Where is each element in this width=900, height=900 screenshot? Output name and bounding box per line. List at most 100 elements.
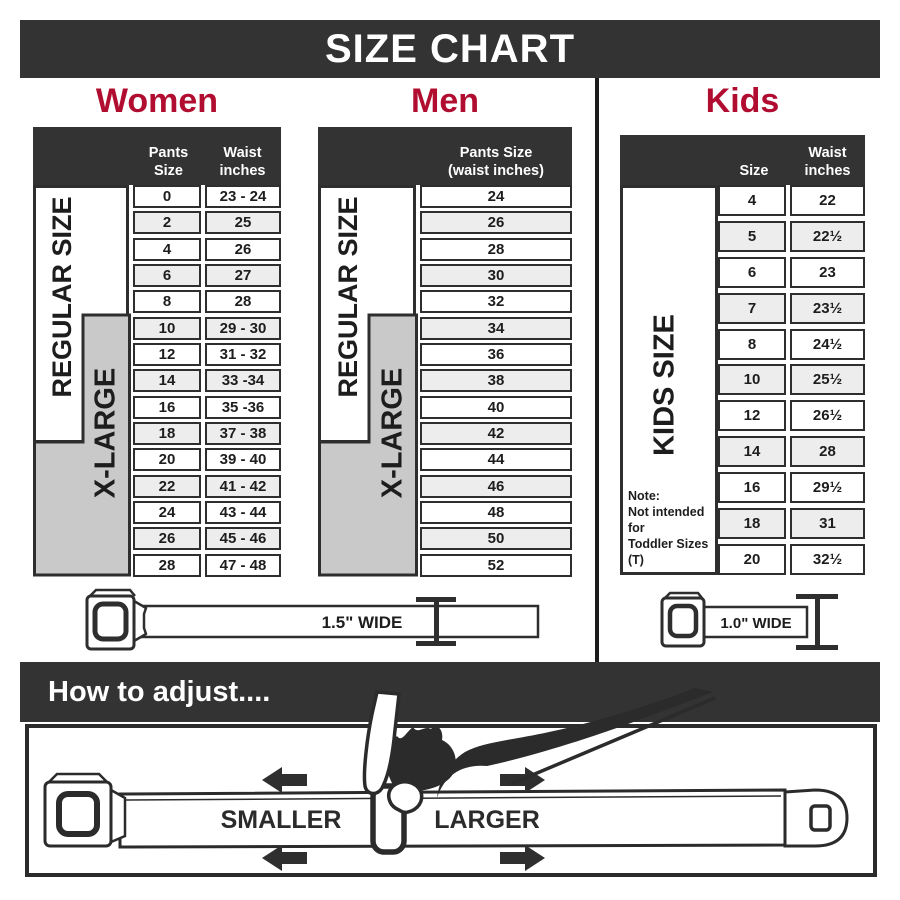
table-row: 6 27 bbox=[133, 264, 281, 288]
table-row: 50 bbox=[420, 527, 572, 551]
kids-belt-width-label: 1.0" WIDE bbox=[720, 615, 791, 632]
table-cell: 12 bbox=[133, 343, 201, 367]
table-cell: 14 bbox=[133, 369, 201, 393]
table-row: 20 32½ bbox=[718, 543, 865, 575]
table-row: 4 26 bbox=[133, 237, 281, 261]
table-cell: 22½ bbox=[790, 220, 865, 252]
table-cell: 20 bbox=[718, 543, 786, 575]
women-size-table: Pants Size Waist inches REGULAR SIZE X-L… bbox=[33, 127, 281, 577]
table-cell: 8 bbox=[133, 290, 201, 314]
table-row: 36 bbox=[420, 343, 572, 367]
section-divider bbox=[595, 78, 599, 662]
curled-fingers bbox=[386, 726, 456, 792]
table-cell: 24 bbox=[420, 185, 572, 208]
belt-tip-slot bbox=[809, 804, 832, 832]
table-row: 24 43 - 44 bbox=[133, 501, 281, 525]
table-cell: 5 bbox=[718, 220, 786, 252]
table-cell: 14 bbox=[718, 436, 786, 468]
arrow-right-icon bbox=[500, 845, 545, 871]
men-table-body: 24 26 28 30 32 34 36 38 40 42 44 46 48 50 52 bbox=[420, 185, 572, 577]
adult-belt-buckle bbox=[85, 588, 148, 651]
table-cell: 38 bbox=[420, 369, 572, 393]
kids-col2-header: Waist inches bbox=[804, 145, 851, 179]
how-to-adjust-illustration: SMALLER LARGER bbox=[43, 688, 849, 871]
kids-size-table: Size Waist inches KIDS SIZE Note: Not in… bbox=[620, 135, 865, 575]
table-cell: 6 bbox=[133, 264, 201, 288]
women-size-group-gutter: REGULAR SIZE X-LARGE bbox=[33, 185, 133, 577]
table-row: 18 37 - 38 bbox=[133, 422, 281, 446]
x-large-label: X-LARGE bbox=[377, 368, 409, 499]
larger-label: LARGER bbox=[434, 806, 540, 834]
kids-col1-header: Size bbox=[739, 162, 769, 179]
men-col-header: Pants Size (waist inches) bbox=[448, 145, 544, 179]
table-row: 14 33 -34 bbox=[133, 369, 281, 393]
table-cell: 25½ bbox=[790, 364, 865, 396]
table-cell: 36 bbox=[420, 343, 572, 367]
table-row: 16 35 -36 bbox=[133, 395, 281, 419]
thumb bbox=[387, 780, 424, 815]
women-table-body: 0 23 - 24 2 25 4 26 6 27 8 28 10 29 - 30 12 31 - 32 14… bbox=[133, 185, 281, 577]
table-cell: 18 bbox=[718, 508, 786, 540]
kids-heading: Kids bbox=[705, 82, 780, 120]
table-cell: 28 bbox=[420, 237, 572, 261]
table-row: 24 bbox=[420, 185, 572, 208]
men-size-group-gutter: REGULAR SIZE X-LARGE bbox=[318, 185, 420, 577]
kids-belt-graphic: 1.0" WIDE bbox=[660, 591, 838, 650]
adult-belt-width-label: 1.5" WIDE bbox=[322, 613, 403, 632]
table-cell: 41 - 42 bbox=[205, 474, 281, 498]
arm-line bbox=[510, 696, 716, 786]
table-row: 16 29½ bbox=[718, 472, 865, 504]
table-row: 44 bbox=[420, 448, 572, 472]
table-cell: 25 bbox=[205, 211, 281, 235]
kids-table-header: Size Waist inches bbox=[620, 135, 865, 185]
page-title: SIZE CHART bbox=[20, 20, 880, 78]
table-row: 0 23 - 24 bbox=[133, 185, 281, 208]
table-cell: 23½ bbox=[790, 292, 865, 324]
table-row: 40 bbox=[420, 395, 572, 419]
table-cell: 43 - 44 bbox=[205, 501, 281, 525]
adult-belt-strap bbox=[136, 604, 540, 639]
women-table-header: Pants Size Waist inches bbox=[33, 127, 281, 185]
kids-belt-strap bbox=[702, 605, 809, 639]
arrow-left-icon bbox=[262, 767, 307, 793]
table-cell: 18 bbox=[133, 422, 201, 446]
table-cell: 10 bbox=[718, 364, 786, 396]
table-row: 48 bbox=[420, 501, 572, 525]
table-cell: 24 bbox=[133, 501, 201, 525]
women-heading: Women bbox=[95, 82, 219, 120]
table-cell: 37 - 38 bbox=[205, 422, 281, 446]
table-cell: 39 - 40 bbox=[205, 448, 281, 472]
table-row: 8 24½ bbox=[718, 328, 865, 360]
index-finger bbox=[362, 690, 401, 796]
table-cell: 47 - 48 bbox=[205, 553, 281, 577]
table-cell: 29 - 30 bbox=[205, 316, 281, 340]
table-row: 2 25 bbox=[133, 211, 281, 235]
forearm-silhouette bbox=[437, 688, 713, 798]
table-cell: 26 bbox=[133, 527, 201, 551]
men-size-table: Pants Size (waist inches) REGULAR SIZE X… bbox=[318, 127, 572, 577]
table-row: 10 25½ bbox=[718, 364, 865, 396]
table-cell: 28 bbox=[790, 436, 865, 468]
table-cell: 22 bbox=[790, 185, 865, 216]
table-cell: 28 bbox=[205, 290, 281, 314]
table-cell: 40 bbox=[420, 395, 572, 419]
kids-table-body: 4 22 5 22½ 6 23 7 23½ 8 24½ 10 25½ 12 26½ 14 28 16 29½ 18 3… bbox=[718, 185, 865, 575]
table-cell: 4 bbox=[133, 237, 201, 261]
x-large-label: X-LARGE bbox=[90, 368, 122, 499]
table-cell: 22 bbox=[133, 474, 201, 498]
men-heading: Men bbox=[411, 82, 479, 120]
table-cell: 7 bbox=[718, 292, 786, 324]
table-cell: 20 bbox=[133, 448, 201, 472]
table-row: 26 45 - 46 bbox=[133, 527, 281, 551]
table-row: 10 29 - 30 bbox=[133, 316, 281, 340]
belt-buckle bbox=[43, 772, 127, 848]
width-measure-mark bbox=[434, 599, 439, 645]
kids-belt-buckle bbox=[660, 591, 706, 648]
table-cell: 23 - 24 bbox=[205, 185, 281, 208]
x-large-box bbox=[33, 313, 131, 577]
table-row: 26 bbox=[420, 211, 572, 235]
kids-size-box bbox=[620, 185, 718, 575]
table-cell: 28 bbox=[133, 553, 201, 577]
table-cell: 44 bbox=[420, 448, 572, 472]
